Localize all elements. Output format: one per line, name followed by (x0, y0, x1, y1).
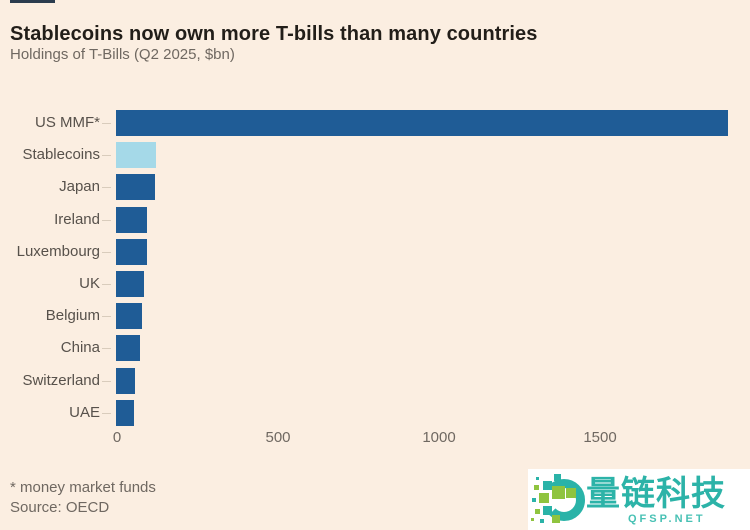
category-tick-uae (102, 412, 111, 414)
watermark-logo-icon (531, 474, 585, 523)
chart-row-stablecoins: Stablecoins (0, 142, 750, 169)
bar-switzerland (116, 367, 135, 394)
x-tick-label-0: 0 (112, 429, 122, 446)
category-label-luxembourg: Luxembourg (16, 242, 100, 260)
x-tick-label-500: 500 (265, 429, 291, 446)
category-tick-belgium (102, 316, 111, 318)
chart-title: Stablecoins now own more T-bills than ma… (10, 23, 538, 46)
watermark-box: 量链科技 QFSP.NET (528, 469, 750, 530)
category-tick-stablecoins (102, 155, 111, 157)
chart-row-luxembourg: Luxembourg (0, 238, 750, 265)
watermark-url-text: QFSP.NET (628, 513, 706, 525)
category-label-stablecoins: Stablecoins (22, 146, 100, 164)
bar-belgium (116, 303, 142, 330)
chart-row-uae: UAE (0, 399, 750, 426)
bar-chart: US MMF* Stablecoins Japan Ireland Luxembourg… (0, 110, 750, 432)
footnote-source: Source: OECD (10, 499, 110, 516)
watermark-brand-text: 量链科技 (586, 475, 726, 513)
bar-uae (116, 399, 134, 426)
category-label-belgium: Belgium (45, 307, 100, 325)
category-label-china: China (60, 339, 100, 357)
top-left-rule-mark (10, 0, 55, 3)
category-tick-us-mmf (102, 123, 111, 124)
category-tick-switzerland (102, 380, 111, 382)
chart-row-belgium: Belgium (0, 303, 750, 330)
chart-row-china: China (0, 335, 750, 362)
chart-row-japan: Japan (0, 174, 750, 201)
bar-us-mmf (116, 110, 728, 136)
x-tick-label-1000: 1000 (422, 429, 456, 446)
chart-row-uk: UK (0, 271, 750, 297)
category-label-us-mmf: US MMF* (35, 114, 100, 131)
category-tick-luxembourg (102, 251, 111, 253)
bar-japan (116, 174, 155, 201)
chart-row-switzerland: Switzerland (0, 367, 750, 394)
category-tick-uk (102, 284, 111, 285)
category-label-uae: UAE (69, 403, 100, 421)
chart-subtitle: Holdings of T-Bills (Q2 2025, $bn) (10, 46, 235, 63)
category-label-switzerland: Switzerland (22, 371, 100, 389)
bar-luxembourg (116, 238, 147, 265)
x-axis: 0 500 1000 1500 (0, 429, 750, 447)
category-tick-china (102, 348, 111, 350)
category-tick-japan (102, 187, 111, 189)
category-tick-ireland (102, 219, 111, 221)
category-label-japan: Japan (59, 178, 100, 196)
bar-china (116, 335, 140, 362)
category-label-uk: UK (79, 275, 100, 292)
bar-stablecoins (116, 142, 157, 169)
chart-row-ireland: Ireland (0, 206, 750, 233)
footnote-note: * money market funds (10, 479, 156, 496)
category-label-ireland: Ireland (54, 210, 100, 228)
x-tick-label-1500: 1500 (583, 429, 617, 446)
bar-uk (116, 271, 145, 297)
bar-ireland (116, 206, 148, 233)
chart-row-us-mmf: US MMF* (0, 110, 750, 136)
